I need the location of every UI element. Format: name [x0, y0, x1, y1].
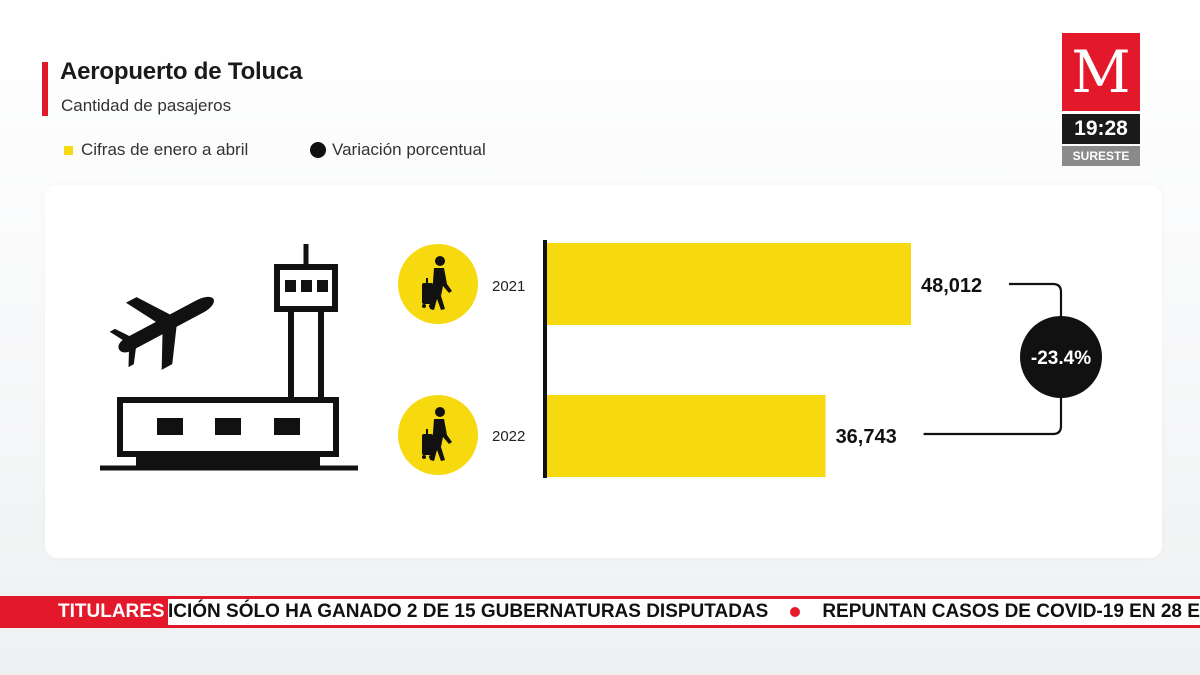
title-accent-bar [42, 62, 48, 116]
broadcast-clock: 19:28 [1062, 114, 1140, 144]
ticker-label: TITULARES [0, 596, 168, 628]
category-label-2022: 2022 [492, 428, 525, 445]
legend-swatch-yellow [64, 145, 73, 155]
ticker-border-bottom [0, 625, 1200, 628]
legend-label-figures: Cifras de enero a abril [81, 140, 249, 159]
legend-item-figures: Cifras de enero a abril [64, 140, 248, 160]
legend-item-variation: Variación porcentual [310, 140, 486, 160]
ticker-headline: REPUNTAN CASOS DE COVID-19 EN 28 ESTA [822, 601, 1200, 622]
ticker-separator-dot [790, 607, 801, 617]
bar-2022 [547, 395, 826, 477]
variation-label: -23.4% [1031, 348, 1091, 369]
bar-2021 [547, 243, 911, 325]
category-label-2021: 2021 [492, 278, 525, 295]
ticker-border-top [0, 596, 1200, 599]
variation-badge [1020, 316, 1102, 398]
chart-subtitle: Cantidad de pasajeros [61, 96, 232, 115]
ticker-headlines: ICIÓN SÓLO HA GANADO 2 DE 15 GUBERNATURA… [168, 596, 1200, 628]
legend-label-variation: Variación porcentual [332, 140, 486, 159]
news-ticker: TITULARES ICIÓN SÓLO HA GANADO 2 DE 15 G… [0, 596, 1200, 628]
ticker-headline: ICIÓN SÓLO HA GANADO 2 DE 15 GUBERNATURA… [168, 601, 769, 622]
airport-building-details [136, 280, 328, 466]
airplane-icon [109, 296, 214, 370]
traveler-luggage-icon [398, 395, 478, 475]
channel-logo: M [1062, 33, 1140, 111]
value-label-2021: 48,012 [921, 275, 982, 297]
value-label-2022: 36,743 [836, 426, 897, 448]
chart-title: Aeropuerto de Toluca [60, 58, 303, 85]
legend-swatch-black [310, 142, 326, 158]
broadcast-region: SURESTE [1062, 146, 1140, 166]
traveler-luggage-icon [398, 244, 478, 324]
channel-logo-letter: M [1071, 38, 1131, 106]
